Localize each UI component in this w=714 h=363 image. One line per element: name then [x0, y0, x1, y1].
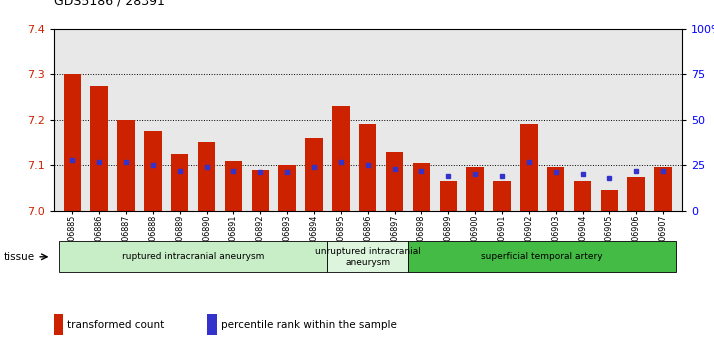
Bar: [54, 314, 64, 335]
Text: ruptured intracranial aneurysm: ruptured intracranial aneurysm: [122, 252, 264, 261]
Bar: [493, 181, 511, 211]
Bar: [144, 131, 161, 211]
Text: unruptured intracranial
aneurysm: unruptured intracranial aneurysm: [315, 247, 421, 266]
Bar: [225, 160, 242, 211]
Bar: [520, 124, 538, 211]
Bar: [59, 241, 328, 272]
Bar: [600, 190, 618, 211]
Bar: [654, 167, 672, 211]
Bar: [251, 170, 269, 211]
Bar: [328, 241, 408, 272]
Text: superficial temporal artery: superficial temporal artery: [481, 252, 603, 261]
Bar: [386, 152, 403, 211]
Bar: [208, 314, 217, 335]
Bar: [413, 163, 430, 211]
Bar: [91, 86, 108, 211]
Text: GDS5186 / 28391: GDS5186 / 28391: [54, 0, 164, 7]
Bar: [306, 138, 323, 211]
Text: transformed count: transformed count: [66, 319, 164, 330]
Text: percentile rank within the sample: percentile rank within the sample: [221, 319, 396, 330]
Bar: [332, 106, 350, 211]
Bar: [198, 142, 216, 211]
Bar: [278, 165, 296, 211]
Bar: [466, 167, 484, 211]
Bar: [574, 181, 591, 211]
Bar: [117, 120, 135, 211]
Bar: [408, 241, 676, 272]
Bar: [628, 176, 645, 211]
Bar: [171, 154, 188, 211]
Text: tissue: tissue: [4, 252, 35, 262]
Bar: [64, 74, 81, 211]
Bar: [547, 167, 564, 211]
Bar: [440, 181, 457, 211]
Bar: [359, 124, 376, 211]
